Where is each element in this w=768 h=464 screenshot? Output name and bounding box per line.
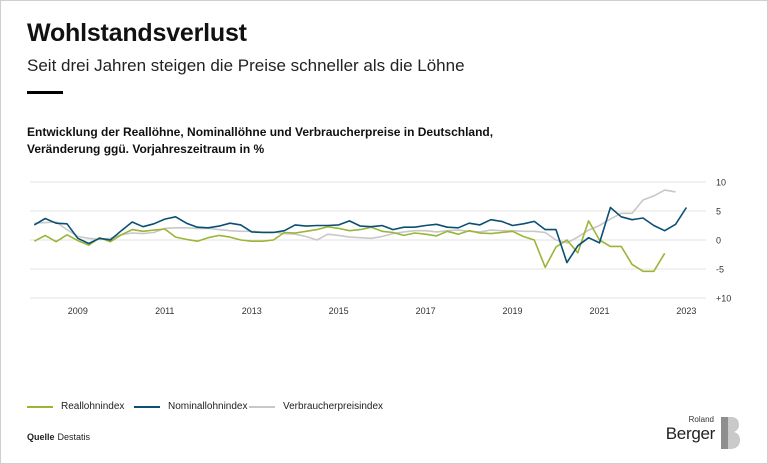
x-tick-label-2019: 2019 — [503, 306, 523, 316]
x-tick-label-2011: 2011 — [155, 306, 174, 316]
x-tick-label-2015: 2015 — [329, 306, 349, 316]
legend-swatch-nominal — [134, 405, 160, 408]
page-subtitle: Seit drei Jahren steigen die Preise schn… — [27, 56, 465, 75]
source-label: Quelle — [27, 432, 55, 442]
x-tick-label-2009: 2009 — [68, 306, 88, 316]
x-tick-label-2013: 2013 — [242, 306, 262, 316]
y-tick-label-1: 5 — [716, 207, 721, 217]
legend-item-real: Reallohnindex — [27, 401, 124, 412]
source-note: Quelle Destatis — [27, 432, 90, 442]
legend-label-cpi: Verbraucherpreisindex — [283, 401, 384, 412]
x-tick-label-2017: 2017 — [416, 306, 436, 316]
series-line-verbraucherpreisindex — [34, 189, 676, 244]
chart-heading-line1: Entwicklung der Reallöhne, Nominallöhne … — [27, 125, 494, 139]
legend-item-cpi: Verbraucherpreisindex — [249, 401, 383, 412]
brand-logo: Roland Berger — [661, 415, 741, 451]
legend-swatch-real — [27, 405, 53, 408]
logo-text-roland: Roland — [688, 415, 714, 424]
y-tick-label-2: 0 — [716, 236, 721, 246]
series-line-nominallohnindex — [33, 206, 688, 264]
logo-text-berger: Berger — [665, 424, 716, 443]
title-rule — [27, 91, 63, 94]
chart-heading: Entwicklung der Reallöhne, Nominallöhne … — [27, 124, 493, 158]
y-tick-label-3: -5 — [716, 265, 724, 275]
series-line-reallohnindex — [33, 220, 666, 273]
x-tick-label-2023: 2023 — [676, 306, 696, 316]
logo-mark-icon — [721, 417, 740, 449]
y-tick-label-0: 10 — [716, 178, 726, 188]
legend-item-nominal: Nominallohnindex — [134, 401, 248, 412]
y-tick-label-4: +10 — [716, 294, 731, 304]
chart-heading-line2: Veränderung ggü. Vorjahreszeitraum in % — [27, 142, 265, 156]
x-tick-label-2021: 2021 — [589, 306, 609, 316]
page-title: Wohlstandsverlust — [27, 19, 247, 47]
source-value: Destatis — [57, 432, 91, 442]
legend-label-real: Reallohnindex — [61, 401, 125, 412]
legend-swatch-cpi — [249, 405, 275, 408]
legend-label-nominal: Nominallohnindex — [168, 401, 248, 412]
